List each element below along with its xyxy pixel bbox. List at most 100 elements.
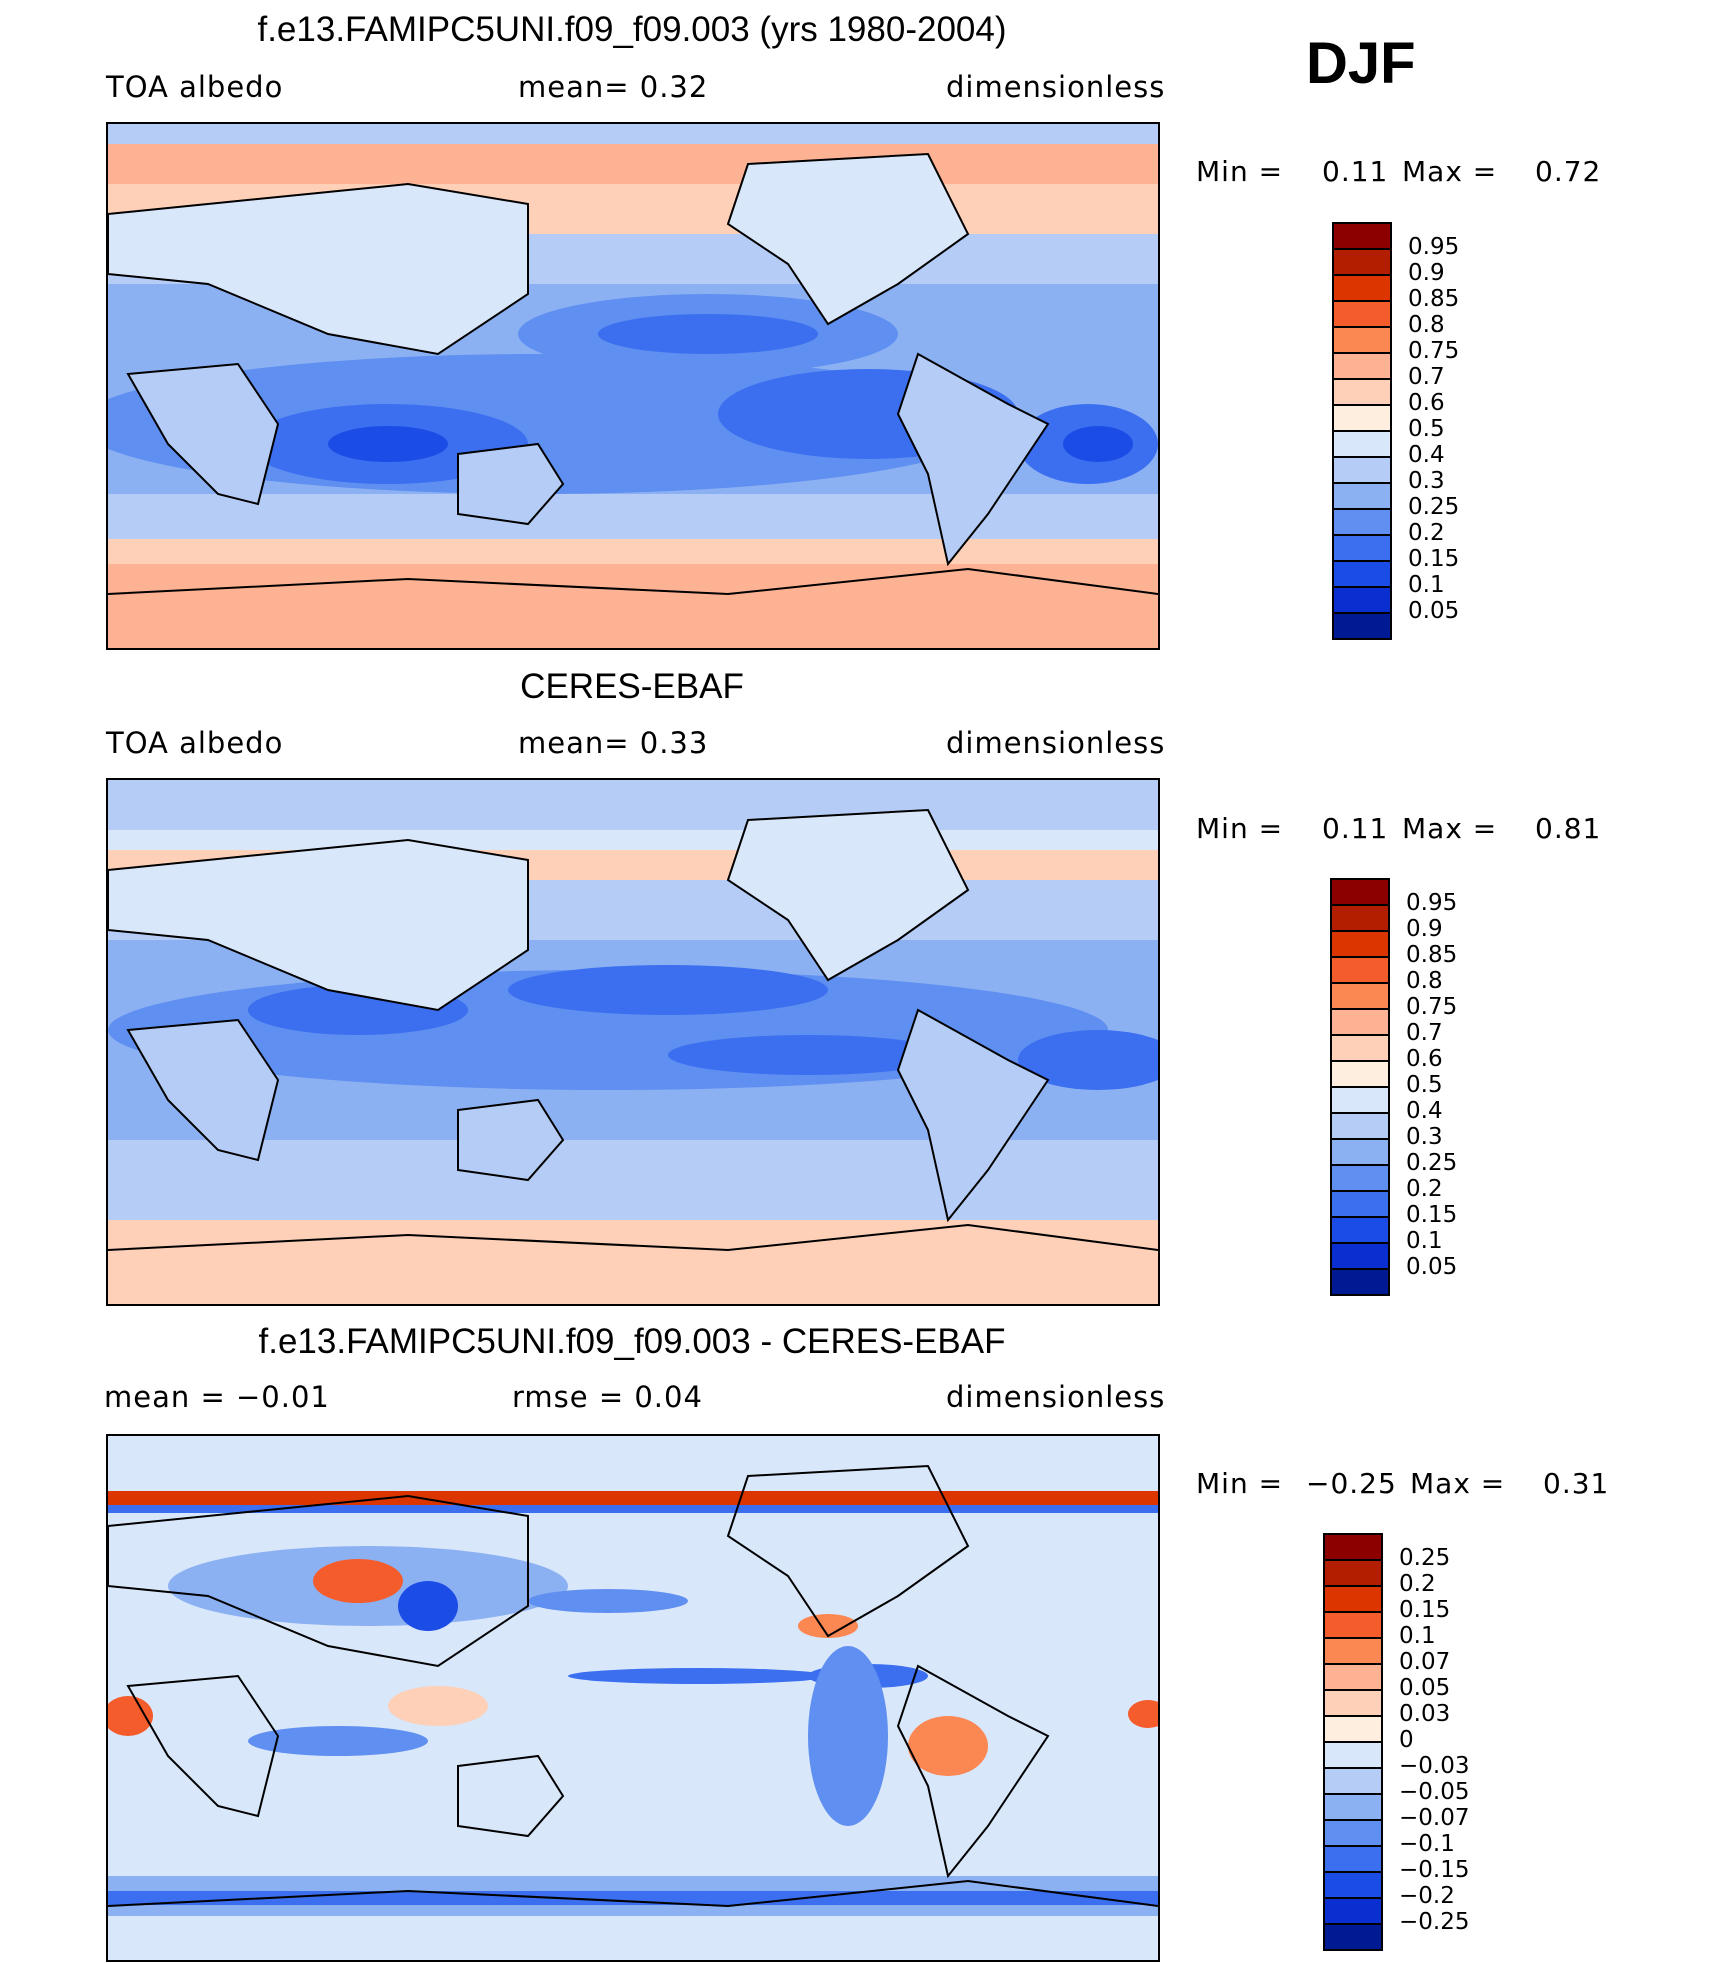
colorbar-swatch bbox=[1330, 956, 1390, 984]
colorbar-tick-label: 0.95 bbox=[1408, 234, 1460, 260]
colorbar-tick-label: 0.5 bbox=[1408, 416, 1445, 442]
panel2-max-label: Max = bbox=[1402, 812, 1498, 845]
colorbar-tick-label: −0.25 bbox=[1399, 1909, 1470, 1935]
colorbar-swatch bbox=[1330, 982, 1390, 1010]
colorbar-swatch bbox=[1323, 1923, 1383, 1951]
colorbar-tick-label: 0.4 bbox=[1408, 442, 1445, 468]
panel1-units-label: dimensionless bbox=[946, 70, 1166, 104]
colorbar-tick-label: 0.8 bbox=[1408, 312, 1445, 338]
panel1-mean-label: mean= 0.32 bbox=[518, 70, 709, 104]
colorbar-tick-label: −0.1 bbox=[1399, 1831, 1455, 1857]
colorbar-swatch bbox=[1332, 586, 1392, 614]
colorbar-tick-label: 0.1 bbox=[1406, 1228, 1443, 1254]
colorbar-swatch bbox=[1323, 1767, 1383, 1795]
colorbar-tick-label: 0.3 bbox=[1406, 1124, 1443, 1150]
panel2-min-label: Min = bbox=[1196, 812, 1284, 845]
colorbar-swatch bbox=[1330, 1008, 1390, 1036]
colorbar-swatch bbox=[1330, 1034, 1390, 1062]
panel2-title: CERES-EBAF bbox=[520, 667, 744, 706]
colorbar-swatch bbox=[1332, 222, 1392, 250]
colorbar-swatch bbox=[1330, 1112, 1390, 1140]
panel1-max-value: 0.72 bbox=[1535, 155, 1602, 188]
colorbar-swatch bbox=[1323, 1611, 1383, 1639]
colorbar-swatch bbox=[1323, 1533, 1383, 1561]
colorbar-swatch bbox=[1332, 534, 1392, 562]
colorbar-swatch bbox=[1330, 1190, 1390, 1218]
panel1-min-label: Min = bbox=[1196, 155, 1284, 188]
panel3-min-value: −0.25 bbox=[1306, 1467, 1397, 1500]
colorbar-swatch bbox=[1323, 1871, 1383, 1899]
colorbar-tick-label: 0.1 bbox=[1408, 572, 1445, 598]
panel3-max-label: Max = bbox=[1410, 1467, 1506, 1500]
colorbar-tick-label: 0.85 bbox=[1408, 286, 1460, 312]
colorbar-tick-label: 0.07 bbox=[1399, 1649, 1451, 1675]
colorbar-tick-label: 0.7 bbox=[1406, 1020, 1443, 1046]
colorbar-tick-label: 0.2 bbox=[1399, 1571, 1436, 1597]
colorbar-swatch bbox=[1332, 274, 1392, 302]
panel1-variable-label: TOA albedo bbox=[106, 70, 284, 104]
colorbar-tick-label: 0.03 bbox=[1399, 1701, 1451, 1727]
colorbar-swatch bbox=[1332, 482, 1392, 510]
colorbar-tick-label: 0.75 bbox=[1406, 994, 1458, 1020]
panel2-min-value: 0.11 bbox=[1322, 812, 1389, 845]
colorbar-tick-label: −0.07 bbox=[1399, 1805, 1470, 1831]
colorbar-swatch bbox=[1330, 1138, 1390, 1166]
colorbar-swatch bbox=[1332, 560, 1392, 588]
colorbar-swatch bbox=[1332, 508, 1392, 536]
colorbar-tick-label: 0.7 bbox=[1408, 364, 1445, 390]
panel1-max-label: Max = bbox=[1402, 155, 1498, 188]
colorbar-swatch bbox=[1332, 612, 1392, 640]
colorbar-swatch bbox=[1330, 1242, 1390, 1270]
colorbar-swatch bbox=[1323, 1715, 1383, 1743]
colorbar-swatch bbox=[1332, 430, 1392, 458]
panel3-max-value: 0.31 bbox=[1543, 1467, 1610, 1500]
panel3-map bbox=[106, 1434, 1160, 1962]
panel2-mean-label: mean= 0.33 bbox=[518, 726, 709, 760]
colorbar-tick-label: 0.9 bbox=[1408, 260, 1445, 286]
colorbar-swatch bbox=[1330, 930, 1390, 958]
colorbar-tick-label: 0.6 bbox=[1406, 1046, 1443, 1072]
colorbar-swatch bbox=[1330, 1086, 1390, 1114]
colorbar-tick-label: 0.5 bbox=[1406, 1072, 1443, 1098]
colorbar-swatch bbox=[1332, 404, 1392, 432]
colorbar-tick-label: 0.15 bbox=[1406, 1202, 1458, 1228]
colorbar-tick-label: 0.15 bbox=[1399, 1597, 1451, 1623]
panel1-min-value: 0.11 bbox=[1322, 155, 1389, 188]
colorbar-tick-label: 0.6 bbox=[1408, 390, 1445, 416]
colorbar-swatch bbox=[1332, 352, 1392, 380]
colorbar-tick-label: 0.05 bbox=[1406, 1254, 1458, 1280]
colorbar-swatch bbox=[1323, 1585, 1383, 1613]
panel3-mean-label: mean = −0.01 bbox=[104, 1380, 330, 1414]
colorbar-tick-label: 0.3 bbox=[1408, 468, 1445, 494]
colorbar-swatch bbox=[1330, 878, 1390, 906]
colorbar-tick-label: −0.15 bbox=[1399, 1857, 1470, 1883]
colorbar-swatch bbox=[1323, 1559, 1383, 1587]
colorbar-tick-label: 0.1 bbox=[1399, 1623, 1436, 1649]
colorbar-swatch bbox=[1323, 1793, 1383, 1821]
colorbar-swatch bbox=[1332, 300, 1392, 328]
colorbar-swatch bbox=[1323, 1637, 1383, 1665]
colorbar-tick-label: 0.75 bbox=[1408, 338, 1460, 364]
colorbar-swatch bbox=[1330, 904, 1390, 932]
panel2-units-label: dimensionless bbox=[946, 726, 1166, 760]
panel3-units-label: dimensionless bbox=[946, 1380, 1166, 1414]
colorbar-tick-label: 0.25 bbox=[1399, 1545, 1451, 1571]
colorbar-tick-label: 0 bbox=[1399, 1727, 1414, 1753]
colorbar-swatch bbox=[1332, 326, 1392, 354]
colorbar-swatch bbox=[1323, 1845, 1383, 1873]
colorbar-swatch bbox=[1323, 1663, 1383, 1691]
colorbar-tick-label: 0.4 bbox=[1406, 1098, 1443, 1124]
colorbar-tick-label: −0.05 bbox=[1399, 1779, 1470, 1805]
colorbar-swatch bbox=[1332, 378, 1392, 406]
panel1-map bbox=[106, 122, 1160, 650]
colorbar-tick-label: 0.9 bbox=[1406, 916, 1443, 942]
panel2-max-value: 0.81 bbox=[1535, 812, 1602, 845]
colorbar-swatch bbox=[1330, 1216, 1390, 1244]
colorbar-tick-label: 0.05 bbox=[1399, 1675, 1451, 1701]
colorbar-tick-label: 0.8 bbox=[1406, 968, 1443, 994]
panel3-min-label: Min = bbox=[1196, 1467, 1284, 1500]
colorbar-tick-label: 0.2 bbox=[1406, 1176, 1443, 1202]
colorbar-swatch bbox=[1332, 456, 1392, 484]
colorbar-tick-label: 0.85 bbox=[1406, 942, 1458, 968]
colorbar-tick-label: −0.2 bbox=[1399, 1883, 1455, 1909]
